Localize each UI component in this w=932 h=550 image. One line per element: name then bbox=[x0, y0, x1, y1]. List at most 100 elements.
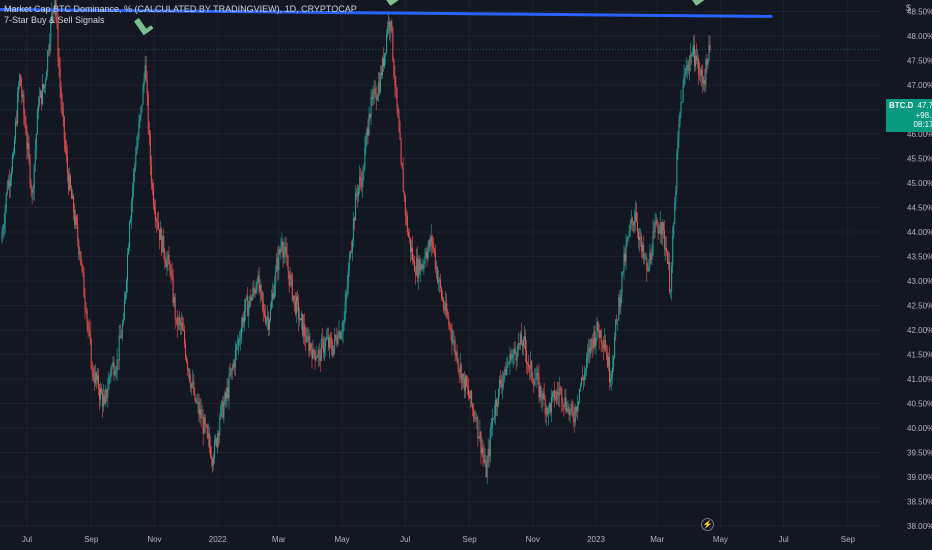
candle bbox=[150, 165, 152, 183]
candle bbox=[458, 370, 460, 372]
candle bbox=[319, 354, 321, 361]
candle bbox=[217, 433, 219, 447]
candle bbox=[327, 337, 329, 338]
candle bbox=[99, 388, 101, 400]
candle bbox=[273, 292, 275, 298]
candle bbox=[30, 183, 32, 190]
candle bbox=[120, 337, 122, 339]
candle bbox=[529, 367, 531, 370]
trendline-layer[interactable] bbox=[0, 8, 773, 18]
candle bbox=[250, 296, 252, 301]
candle bbox=[674, 202, 676, 224]
candle bbox=[680, 102, 682, 112]
candle bbox=[456, 352, 458, 360]
candle bbox=[533, 381, 535, 386]
candle bbox=[180, 322, 182, 326]
candle bbox=[567, 407, 569, 409]
candle bbox=[598, 330, 600, 339]
candle bbox=[275, 271, 277, 285]
candle bbox=[216, 438, 218, 447]
candle bbox=[507, 364, 509, 366]
candle bbox=[287, 266, 289, 272]
candle bbox=[259, 284, 261, 292]
candle bbox=[83, 272, 85, 297]
candle bbox=[655, 220, 657, 223]
legend-indicator[interactable]: 7-Star Buy & Sell Signals bbox=[4, 15, 105, 25]
candle bbox=[692, 45, 694, 56]
candle bbox=[129, 222, 131, 248]
candle bbox=[503, 372, 505, 380]
candle bbox=[419, 260, 421, 272]
candle bbox=[497, 403, 499, 407]
candle bbox=[352, 218, 354, 241]
candle bbox=[21, 86, 23, 97]
candle bbox=[568, 407, 570, 416]
candle bbox=[379, 72, 381, 93]
candle bbox=[119, 335, 121, 339]
candle bbox=[186, 357, 188, 362]
candle bbox=[162, 235, 164, 253]
lightning-icon[interactable]: ⚡ bbox=[701, 518, 714, 531]
candle bbox=[363, 168, 365, 174]
candle bbox=[238, 339, 240, 341]
y-tick-label: 43.00% bbox=[907, 277, 932, 286]
candle bbox=[385, 52, 387, 54]
candle bbox=[310, 343, 312, 350]
candle bbox=[369, 114, 371, 118]
y-axis[interactable]: 38.00% 38.50% 39.00% 39.50% 40.00% 40.50% 41.0… bbox=[907, 0, 932, 532]
candle bbox=[623, 253, 625, 272]
candle bbox=[349, 251, 351, 258]
candle bbox=[357, 192, 359, 197]
y-tick-label: 42.00% bbox=[907, 326, 932, 335]
candle bbox=[517, 343, 519, 350]
candle bbox=[266, 316, 268, 319]
candle bbox=[560, 388, 562, 389]
candle bbox=[400, 139, 402, 164]
candle bbox=[479, 431, 481, 439]
candle bbox=[40, 90, 42, 105]
candle bbox=[361, 180, 363, 188]
candle bbox=[44, 85, 46, 89]
candle bbox=[608, 356, 610, 383]
candle bbox=[477, 416, 479, 438]
candle bbox=[492, 418, 494, 419]
candle bbox=[47, 50, 49, 72]
trendline[interactable] bbox=[0, 8, 773, 18]
candle bbox=[207, 433, 209, 438]
candle bbox=[165, 263, 167, 268]
candle bbox=[383, 57, 385, 67]
candle bbox=[374, 88, 376, 95]
candle bbox=[69, 175, 71, 189]
candle bbox=[448, 318, 450, 325]
candle bbox=[322, 339, 324, 353]
candle bbox=[620, 293, 622, 307]
candle bbox=[630, 218, 632, 224]
candle bbox=[295, 296, 297, 314]
candle bbox=[599, 330, 601, 339]
candle bbox=[645, 257, 647, 259]
x-axis[interactable]: Jul Sep Nov 2022 Mar May Jul Sep Nov 2023 Mar May Ju… bbox=[22, 535, 856, 544]
candle bbox=[245, 299, 247, 311]
candle bbox=[262, 301, 264, 311]
candle bbox=[218, 433, 220, 436]
signal-marker-foot bbox=[694, 0, 706, 6]
candle bbox=[161, 228, 163, 253]
candle bbox=[107, 389, 109, 398]
legend-title[interactable]: Market Cap BTC Dominance, % (CALCULATED … bbox=[4, 4, 357, 14]
candle bbox=[115, 370, 117, 374]
currency-mark[interactable]: $ bbox=[906, 3, 912, 13]
candle bbox=[647, 270, 649, 272]
candle bbox=[549, 403, 551, 413]
candle bbox=[12, 153, 14, 156]
candle bbox=[28, 143, 30, 158]
candle bbox=[277, 257, 279, 271]
candle bbox=[546, 407, 548, 415]
candle bbox=[679, 111, 681, 125]
candle bbox=[299, 318, 301, 320]
candle bbox=[41, 84, 43, 105]
candle bbox=[688, 61, 690, 71]
candle bbox=[261, 291, 263, 302]
candle bbox=[334, 335, 336, 346]
